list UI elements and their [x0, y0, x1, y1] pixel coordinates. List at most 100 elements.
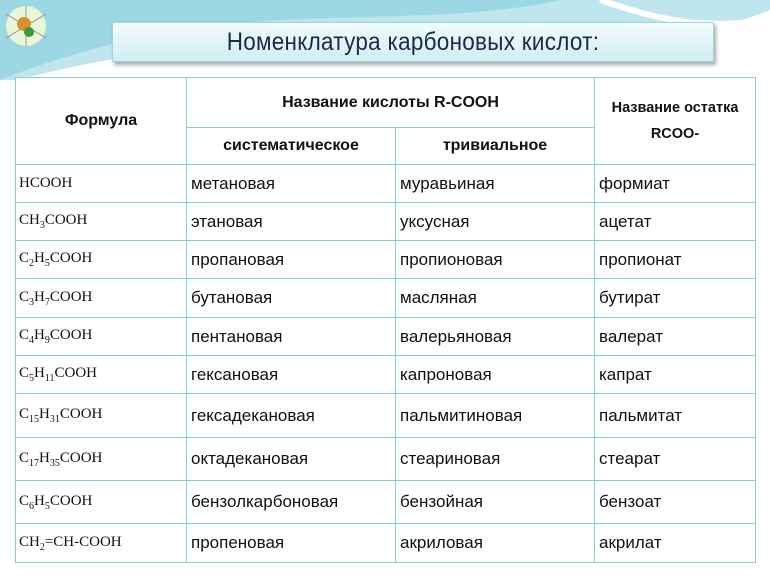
table-row: CH2=CH-COOH пропеновая акриловая акрилат [15, 523, 756, 563]
header-acid-name: Название кислоты R-COOH [186, 77, 595, 128]
formula-subscript: 5 [44, 500, 50, 512]
formula-part: HCOOH [19, 175, 73, 191]
formula-cell: C6H5COOH [15, 480, 187, 524]
nomenclature-table: Формула Название кислоты R-COOH Название… [15, 77, 756, 563]
residue-name-cell: валерат [594, 317, 756, 356]
residue-name-cell: ацетат [594, 202, 756, 241]
table-row: C4H9COOH пентановая валерьяновая валерат [15, 317, 756, 356]
table-row: C6H5COOH бензолкарбоновая бензойная бензоат [15, 480, 756, 524]
formula-part: C [19, 492, 30, 509]
residue-name-cell: стеарат [594, 437, 756, 481]
formula-part: COOH [49, 492, 93, 509]
formula-part: COOH [59, 449, 103, 466]
formula-cell: C4H9COOH [15, 317, 187, 356]
formula-subscript: 9 [44, 335, 50, 346]
formula-part: COOH [44, 212, 88, 228]
formula-part: C [19, 327, 30, 343]
formula-part: H [34, 492, 45, 509]
formula-part: H [39, 449, 50, 466]
formula-subscript: 15 [29, 414, 40, 425]
formula-part: H [34, 365, 45, 381]
formula-part: H [39, 406, 50, 422]
formula-part: H [34, 327, 45, 343]
formula-cell: C17H35COOH [15, 437, 187, 481]
formula-part: H [34, 288, 45, 305]
formula-subscript: 5 [29, 373, 35, 384]
systematic-name-cell: пропеновая [186, 523, 396, 563]
systematic-name-cell: пентановая [186, 317, 396, 356]
formula-subscript: 17 [29, 457, 40, 469]
formula-part: COOH [59, 406, 103, 422]
formula-cell: C15H31COOH [15, 393, 187, 438]
table-row: C15H31COOH гексадекановая пальмитиновая пал… [15, 393, 756, 438]
formula-part: COOH [49, 250, 93, 266]
formula-part: C [19, 250, 30, 266]
table-row: C5H11COOH гексановая капроновая капрат [15, 355, 756, 394]
formula-part: COOH [54, 365, 98, 381]
formula-subscript: 11 [44, 373, 55, 384]
residue-name-cell: капрат [594, 355, 756, 394]
spider-logo-icon [2, 4, 50, 48]
formula-subscript: 5 [44, 258, 50, 269]
background-swoosh [0, 0, 770, 80]
title-banner: Номенклатура карбоновых кислот: [112, 22, 714, 62]
formula-cell: C2H5COOH [15, 240, 187, 279]
formula-subscript: 35 [49, 457, 60, 469]
trivial-name-cell: стеариновая [395, 437, 595, 481]
table-row: HCOOH метановая муравьиная формиат [15, 164, 756, 203]
table-row: C2H5COOH пропановая пропионовая пропионат [15, 240, 756, 279]
formula-cell: C3H7COOH [15, 278, 187, 318]
systematic-name-cell: этановая [186, 202, 396, 241]
formula-subscript: 3 [29, 296, 35, 308]
systematic-name-cell: пропановая [186, 240, 396, 279]
trivial-name-cell: валерьяновая [395, 317, 595, 356]
formula-subscript: 3 [39, 220, 45, 231]
formula-subscript: 6 [29, 500, 35, 512]
formula-part: COOH [49, 288, 93, 305]
formula-subscript: 2 [39, 541, 45, 553]
trivial-name-cell: пальмитиновая [395, 393, 595, 438]
formula-subscript: 2 [29, 258, 35, 269]
formula-part: =CH-COOH [44, 533, 122, 550]
formula-part: C [19, 288, 30, 305]
residue-name-cell: формиат [594, 164, 756, 203]
formula-part: CH [19, 533, 40, 550]
systematic-name-cell: гексадекановая [186, 393, 396, 438]
formula-part: C [19, 449, 30, 466]
page-title: Номенклатура карбоновых кислот: [226, 27, 600, 56]
trivial-name-cell: муравьиная [395, 164, 595, 203]
formula-part: H [34, 250, 45, 266]
formula-cell: C5H11COOH [15, 355, 187, 394]
formula-part: C [19, 365, 30, 381]
table-row: C3H7COOH бутановая масляная бутират [15, 278, 756, 318]
formula-cell: HCOOH [15, 164, 187, 203]
systematic-name-cell: гексановая [186, 355, 396, 394]
formula-cell: CH2=CH-COOH [15, 523, 187, 563]
header-trivial: тривиальное [395, 127, 595, 165]
formula-subscript: 31 [49, 414, 60, 425]
residue-name-cell: бутират [594, 278, 756, 318]
header-formula: Формула [15, 77, 187, 165]
formula-cell: CH3COOH [15, 202, 187, 241]
header-systematic: систематическое [186, 127, 396, 165]
formula-subscript: 7 [44, 296, 50, 308]
trivial-name-cell: пропионовая [395, 240, 595, 279]
formula-part: C [19, 406, 30, 422]
systematic-name-cell: бензолкарбоновая [186, 480, 396, 524]
residue-name-cell: акрилат [594, 523, 756, 563]
residue-name-cell: пальмитат [594, 393, 756, 438]
formula-subscript: 4 [29, 335, 35, 346]
header-residue-line1: Название остатка [611, 100, 739, 116]
formula-part: CH [19, 212, 40, 228]
trivial-name-cell: акриловая [395, 523, 595, 563]
header-residue-line2: RCOO- [650, 126, 700, 142]
residue-name-cell: пропионат [594, 240, 756, 279]
table-row: CH3COOH этановая уксусная ацетат [15, 202, 756, 241]
systematic-name-cell: бутановая [186, 278, 396, 318]
systematic-name-cell: метановая [186, 164, 396, 203]
residue-name-cell: бензоат [594, 480, 756, 524]
trivial-name-cell: уксусная [395, 202, 595, 241]
trivial-name-cell: бензойная [395, 480, 595, 524]
header-residue-name: Название остатка RCOO- [594, 77, 756, 165]
trivial-name-cell: капроновая [395, 355, 595, 394]
